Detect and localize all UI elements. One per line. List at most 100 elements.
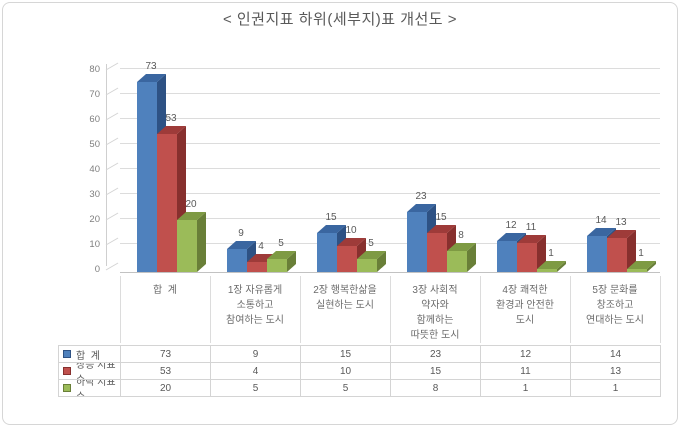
gridline (120, 92, 660, 94)
bar (357, 259, 377, 272)
category-label-line: 도시 (515, 315, 535, 326)
bar-value-label: 1 (548, 248, 554, 259)
bar-side-face (287, 251, 296, 272)
bar-top-face (247, 254, 276, 262)
y-axis-tick (105, 137, 119, 146)
legend-swatch (63, 384, 71, 392)
table-value-cell: 15 (301, 346, 391, 363)
bar-value-label: 1 (638, 248, 644, 259)
bar-value-label: 13 (615, 217, 627, 228)
table-value-cell: 11 (481, 363, 571, 380)
bar (227, 249, 247, 272)
bar-value-label: 10 (345, 225, 357, 236)
bar-side-face (177, 126, 186, 272)
category-label-line: 2장 행복한삶을 (313, 285, 377, 296)
bar-top-face (357, 251, 386, 259)
category-separator (390, 276, 391, 343)
table-value-cell: 4 (211, 363, 301, 380)
gridline (120, 217, 660, 219)
category-label-line: 5장 문화를 (592, 285, 638, 296)
category-label-line: 소통하고 (236, 300, 274, 311)
category-label-line: 환경과 안전한 (496, 300, 554, 311)
bar (267, 259, 287, 272)
bar-top-face (537, 261, 566, 269)
y-axis-tick (105, 87, 119, 96)
series-name: 하락 지표수 (76, 380, 116, 396)
bar (157, 134, 177, 272)
bar-top-face (227, 241, 256, 249)
bar-value-label: 15 (435, 212, 447, 223)
table-value-cell: 73 (121, 346, 211, 363)
table-value-cell: 13 (571, 363, 661, 380)
legend-swatch (63, 350, 71, 358)
category-label-line: 합 계 (153, 285, 177, 296)
table-value-cell: 14 (571, 346, 661, 363)
y-axis-label: 60 (89, 114, 100, 125)
gridline (120, 117, 660, 119)
category-separator (660, 276, 661, 343)
y-axis-tick (105, 237, 119, 246)
bar-side-face (627, 230, 636, 272)
bar (497, 241, 517, 272)
bar-side-face (557, 261, 566, 272)
chart-title: < 인권지표 하위(세부지)표 개선도 > (222, 11, 458, 28)
bar-side-face (377, 251, 386, 272)
category-label-line: 약자와 (421, 300, 449, 311)
series-name: 합 계 (76, 350, 100, 362)
bar-top-face (627, 261, 656, 269)
bar (607, 238, 627, 272)
bar (517, 243, 537, 272)
bar-value-label: 12 (505, 220, 517, 231)
table-value-cell: 5 (301, 380, 391, 397)
bar (627, 269, 647, 272)
category-label-line: 3장 사회적 (412, 285, 458, 296)
y-axis-label: 10 (89, 239, 100, 250)
category-separator (300, 276, 301, 343)
category-label: 3장 사회적 약자와 함께하는 따뜻한 도시 (390, 276, 480, 343)
category-label-line: 연대하는 도시 (586, 315, 644, 326)
bar (177, 220, 197, 272)
bar-top-face (497, 233, 526, 241)
bar-top-face (407, 204, 436, 212)
category-label-line: 실현하는 도시 (316, 300, 374, 311)
category-label: 5장 문화를 창조하고 연대하는 도시 (570, 276, 660, 343)
table-value-cell: 20 (121, 380, 211, 397)
gridline (120, 67, 660, 69)
table-value-cell: 12 (481, 346, 571, 363)
bar-top-face (177, 212, 206, 220)
bar-side-face (247, 241, 256, 272)
bar (317, 233, 337, 272)
category-label-line: 4장 쾌적한 (502, 285, 548, 296)
category-separator (120, 276, 121, 343)
gridline (120, 142, 660, 144)
bar-side-face (647, 261, 656, 272)
category-label-line: 1장 자유롭게 (227, 285, 283, 296)
legend-cell: 상승 지표수 (59, 363, 121, 380)
bar-top-face (157, 126, 186, 134)
legend-cell: 합 계 (59, 346, 121, 363)
bar-top-face (337, 238, 366, 246)
table-value-cell: 5 (211, 380, 301, 397)
y-axis-tick (105, 112, 119, 121)
bar (427, 233, 447, 272)
category-separator (570, 276, 571, 343)
y-axis-tick (105, 212, 119, 221)
bar-top-face (427, 225, 456, 233)
y-axis-tick (105, 187, 119, 196)
category-label: 1장 자유롭게 소통하고 참여하는 도시 (210, 276, 300, 343)
bar-value-label: 20 (185, 199, 197, 210)
y-axis-label: 80 (89, 64, 100, 75)
bar-value-label: 8 (458, 230, 464, 241)
bar-top-face (137, 74, 166, 82)
category-separator (210, 276, 211, 343)
bar-value-label: 4 (258, 241, 264, 252)
legend-swatch (63, 367, 71, 375)
bar (247, 262, 267, 272)
series-name: 상승 지표수 (76, 363, 116, 379)
bar-value-label: 11 (525, 222, 537, 233)
table-value-cell: 9 (211, 346, 301, 363)
bar-value-label: 14 (595, 215, 607, 226)
y-axis-label: 70 (89, 89, 100, 100)
table-value-cell: 1 (571, 380, 661, 397)
